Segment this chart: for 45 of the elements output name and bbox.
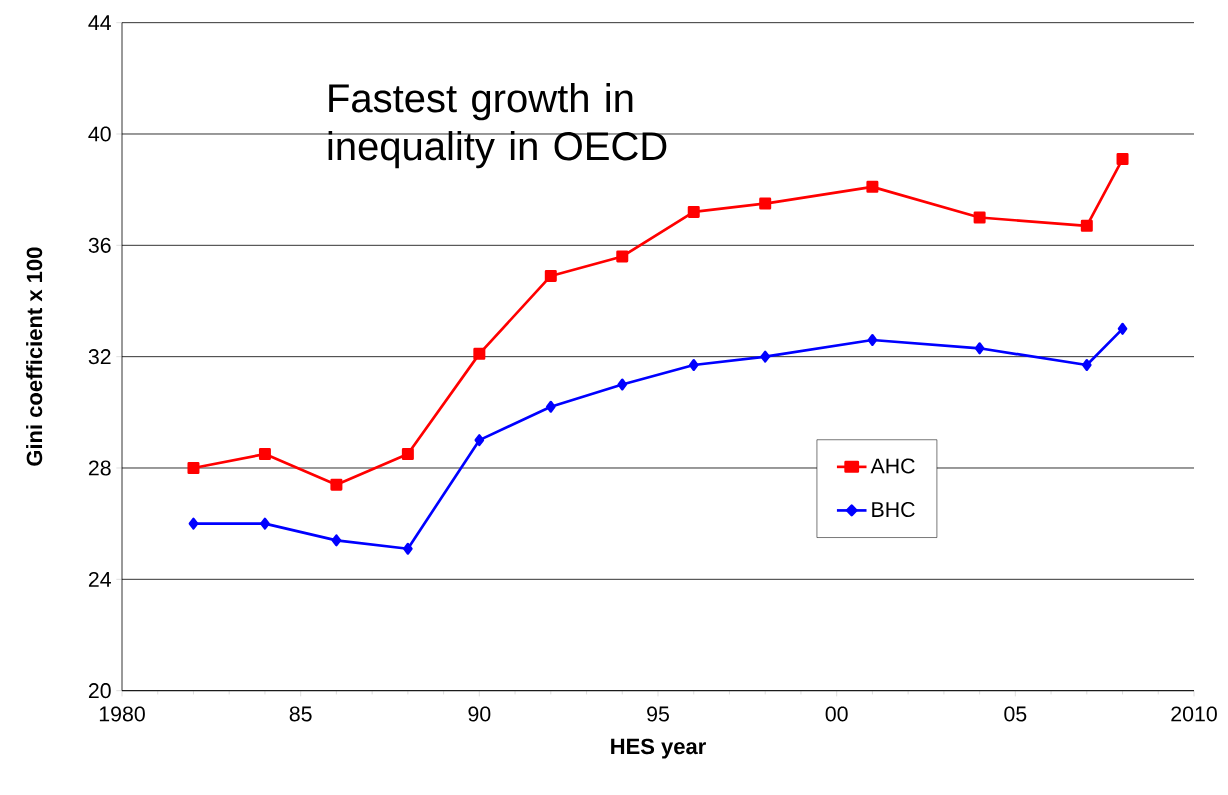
annotation: Fastest growth in inequality in OECD [328,83,667,169]
y-tick-label: 24 [88,572,111,587]
point [403,542,413,555]
x-tick-label: 85 [289,706,312,722]
x-axis-title: HES year [611,738,706,759]
x-tick-label: 00 [825,706,848,722]
point [331,534,342,547]
point [867,334,878,347]
x-tick-label: 05 [1004,706,1027,722]
point [187,462,200,475]
point [258,448,271,461]
point [866,181,879,194]
legend-label: AHC [870,458,915,474]
point [401,448,414,461]
point [474,434,485,447]
point [974,342,985,355]
x-tick-label: 90 [468,706,491,722]
point [759,197,772,210]
point [473,348,486,361]
x-tick-label: 95 [647,706,669,722]
point [973,211,986,224]
point [544,270,557,283]
point [1080,220,1093,233]
point [617,378,628,391]
y-tick-label: 40 [88,126,111,142]
point [1117,322,1128,335]
legend-label: BHC [872,502,915,518]
point [545,400,556,413]
y-tick-label: 20 [88,683,111,699]
point [330,478,343,491]
y-tick-label: 32 [88,349,111,365]
point [1081,359,1092,372]
point [688,359,699,372]
x-tick-label: 1980 [99,706,145,722]
point [260,517,270,530]
y-axis-title: Gini coefficient x 100 [26,247,43,466]
point [687,206,700,219]
point [188,517,199,530]
x-tick-label: 2010 [1171,706,1217,722]
y-tick-label: 36 [88,237,111,254]
y-tick-label: 28 [88,460,111,476]
point [1116,153,1129,166]
point [760,350,771,363]
y-tick-label: 44 [88,15,111,31]
point [616,250,629,263]
